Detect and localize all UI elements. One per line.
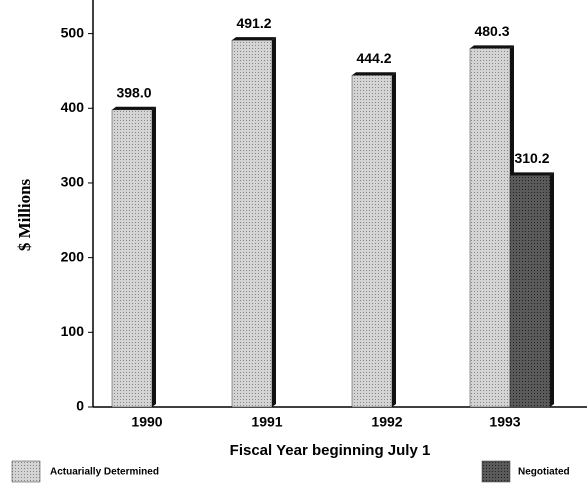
y-tick-label: 200 <box>61 248 85 264</box>
bar <box>231 39 273 408</box>
x-tick-label: 1990 <box>131 414 162 430</box>
bar-top <box>232 37 276 41</box>
x-axis-label: Fiscal Year beginning July 1 <box>230 442 431 459</box>
y-tick-label: 400 <box>61 99 85 115</box>
value-label: 491.2 <box>236 15 271 31</box>
value-label: 480.3 <box>474 23 509 39</box>
x-tick-label: 1992 <box>371 414 402 430</box>
y-axis-label: $ Millions <box>15 178 34 251</box>
legend-swatch <box>481 460 511 483</box>
bar-side <box>152 106 156 407</box>
y-tick-label: 500 <box>61 24 85 40</box>
bar-top <box>510 172 554 176</box>
x-tick-label: 1991 <box>251 414 282 430</box>
bar-top <box>112 106 156 110</box>
bar-side <box>392 72 396 407</box>
x-tick-label: 1993 <box>489 414 520 430</box>
bar-side <box>550 172 554 407</box>
bar <box>111 109 153 408</box>
bar-side <box>272 37 276 407</box>
legend-label: Actuarially Determined <box>50 467 159 478</box>
value-label: 398.0 <box>116 84 151 100</box>
y-tick-label: 300 <box>61 174 85 190</box>
bar <box>469 48 511 408</box>
bar <box>509 175 551 408</box>
bar-top <box>470 45 514 49</box>
value-label: 444.2 <box>356 50 391 66</box>
y-tick-label: 100 <box>61 323 85 339</box>
legend-swatch <box>11 460 41 483</box>
value-label: 310.2 <box>514 150 549 166</box>
bar-top <box>352 72 396 76</box>
y-tick-label: 0 <box>76 398 84 414</box>
legend-label: Negotiated <box>518 467 570 478</box>
bar <box>351 75 393 408</box>
